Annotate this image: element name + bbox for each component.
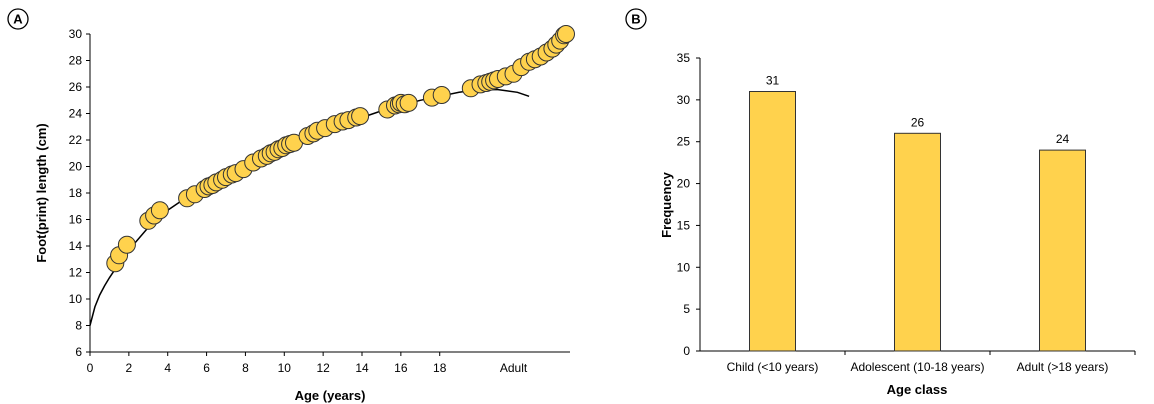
panel-a-data-point [150, 201, 169, 220]
panel-a-data-point [351, 107, 370, 126]
panel-a-x-ticks: 0 2 4 6 8 10 12 14 16 18 [87, 352, 447, 375]
panel-a-y-tick-label: 6 [75, 345, 82, 359]
panel-b-y-tick-label: 35 [677, 51, 691, 65]
panel-a-y-tick-label: 8 [75, 319, 82, 333]
panel-a-y-tick-label: 22 [69, 133, 83, 147]
panel-b-y-ticks: 0 5 10 15 20 25 30 35 [677, 51, 700, 358]
panel-b-category-labels: Child (<10 years) Adolescent (10-18 years… [727, 351, 1136, 374]
panel-a-badge [7, 8, 29, 30]
panel-a-x-tick-label: 14 [355, 361, 369, 375]
panel-a-y-tick-label: 30 [69, 27, 83, 41]
panel-a-y-tick-label: 12 [69, 266, 83, 280]
panel-b-bar [1039, 149, 1086, 352]
panel-a-points [106, 25, 575, 273]
panel-b-badge [625, 8, 647, 30]
panel-a-x-tick-label: 6 [203, 361, 210, 375]
panel-b-bars: 31 26 24 [749, 73, 1086, 352]
panel-a-y-tick-label: 14 [69, 239, 83, 253]
panel-a-data-point [432, 86, 451, 104]
panel-b-x-axis-title: Age class [887, 382, 948, 397]
panel-a-x-tick-label: 10 [278, 361, 292, 375]
panel-b-category-label: Child (<10 years) [727, 360, 819, 374]
panel-a-y-tick-label: 20 [69, 160, 83, 174]
panel-a-y-tick-label: 24 [69, 107, 83, 121]
panel-a-adult-label: Adult [500, 361, 528, 375]
panel-a-y-tick-label: 16 [69, 213, 83, 227]
panel-a-data-point [117, 235, 136, 254]
panel-a-x-tick-label: 8 [242, 361, 249, 375]
panel-a-x-tick-label: 2 [126, 361, 133, 375]
panel-a-y-axis-title: Foot(print) length (cm) [34, 123, 49, 262]
panel-a-x-tick-label: 18 [433, 361, 447, 375]
panel-b-category-label: Adult (>18 years) [1017, 360, 1109, 374]
panel-b-y-axis-title: Frequency [659, 171, 674, 238]
panel-a-y-tick-label: 26 [69, 80, 83, 94]
panel-a-data-point [399, 93, 418, 112]
panel-b: B 0 5 10 15 20 25 30 35 31 26 24 Child (<10 years… [625, 8, 1136, 397]
panel-a-y-tick-label: 10 [69, 292, 83, 306]
panel-b-y-tick-label: 25 [677, 135, 691, 149]
panel-b-y-tick-label: 5 [683, 302, 690, 316]
panel-b-category-label: Adolescent (10-18 years) [850, 360, 984, 374]
panel-b-y-tick-label: 30 [677, 93, 691, 107]
panel-a-x-tick-label: 16 [394, 361, 408, 375]
panel-a-x-tick-label: 4 [164, 361, 171, 375]
panel-b-y-tick-label: 20 [677, 177, 691, 191]
panel-b-y-tick-label: 10 [677, 260, 691, 274]
panel-a-data-point [557, 25, 575, 43]
panel-b-bar-value-label: 26 [911, 115, 925, 129]
panel-b-y-tick-label: 15 [677, 218, 691, 232]
panel-a-x-axis-title: Age (years) [295, 388, 366, 403]
panel-b-y-tick-label: 0 [683, 344, 690, 358]
panel-b-badge-label: B [631, 12, 640, 27]
panel-a-y-ticks: 6 8 10 12 14 16 18 20 22 24 26 28 30 [69, 27, 90, 359]
panel-b-bar [749, 91, 796, 352]
panel-a-badge-label: A [13, 12, 23, 27]
panel-b-bar-value-label: 31 [766, 73, 780, 87]
panel-a-y-tick-label: 28 [69, 54, 83, 68]
panel-a-x-tick-label: 12 [316, 361, 330, 375]
panel-a-x-tick-label: 0 [87, 361, 94, 375]
panel-b-bar-value-label: 24 [1056, 132, 1070, 146]
panel-b-bar [894, 132, 941, 352]
panel-a-y-tick-label: 18 [69, 186, 83, 200]
